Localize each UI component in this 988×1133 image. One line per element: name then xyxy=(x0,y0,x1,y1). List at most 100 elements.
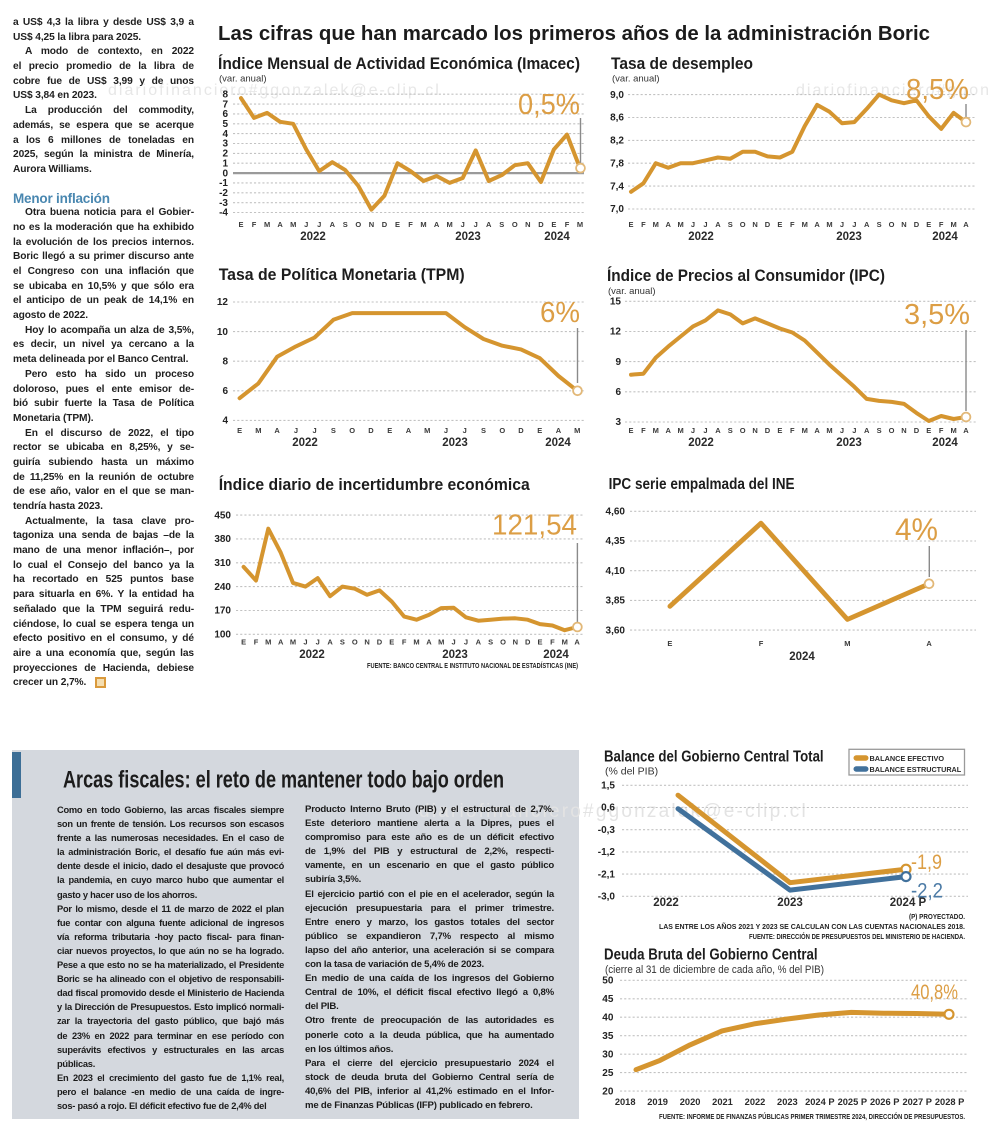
svg-text:O: O xyxy=(499,426,505,435)
svg-text:2022: 2022 xyxy=(292,437,318,449)
svg-text:A: A xyxy=(715,220,721,229)
svg-text:O: O xyxy=(352,638,358,647)
svg-text:7,8: 7,8 xyxy=(610,158,624,169)
svg-text:S: S xyxy=(488,638,493,647)
svg-text:N: N xyxy=(364,638,369,647)
svg-text:A: A xyxy=(486,220,492,229)
svg-text:IPC serie empalmada del INE: IPC serie empalmada del INE xyxy=(609,476,795,493)
svg-text:S: S xyxy=(340,638,345,647)
svg-text:4,60: 4,60 xyxy=(606,507,626,518)
svg-text:M: M xyxy=(424,426,430,435)
svg-text:J: J xyxy=(316,638,320,647)
svg-text:450: 450 xyxy=(214,510,231,521)
svg-text:50: 50 xyxy=(602,976,614,987)
svg-text:12: 12 xyxy=(610,327,622,338)
svg-text:3,85: 3,85 xyxy=(606,596,626,607)
svg-text:FUENTE: BANCO CENTRAL E INSTIT: FUENTE: BANCO CENTRAL E INSTITUTO NACION… xyxy=(367,661,578,670)
svg-text:2020: 2020 xyxy=(680,1097,701,1107)
svg-text:2023: 2023 xyxy=(777,1097,798,1107)
svg-text:121,54: 121,54 xyxy=(492,510,577,542)
svg-text:E: E xyxy=(389,638,394,647)
svg-text:4: 4 xyxy=(222,129,228,140)
svg-text:A: A xyxy=(476,638,482,647)
svg-text:A: A xyxy=(715,426,721,435)
svg-text:3: 3 xyxy=(615,417,621,428)
svg-text:M: M xyxy=(844,639,850,648)
svg-text:S: S xyxy=(877,426,882,435)
svg-text:4,35: 4,35 xyxy=(606,536,626,547)
svg-text:3: 3 xyxy=(222,139,228,150)
svg-text:S: S xyxy=(343,220,348,229)
svg-text:A: A xyxy=(278,638,284,647)
svg-text:M: M xyxy=(290,638,296,647)
svg-text:J: J xyxy=(474,220,478,229)
svg-text:6: 6 xyxy=(222,109,228,120)
svg-text:2024 P: 2024 P xyxy=(890,897,927,909)
svg-text:-2: -2 xyxy=(219,188,228,199)
svg-text:F: F xyxy=(550,638,555,647)
svg-text:(cierre al 31 de diciembre de: (cierre al 31 de diciembre de cada año, … xyxy=(605,964,824,976)
svg-text:-3: -3 xyxy=(219,198,228,209)
svg-text:2024: 2024 xyxy=(789,651,815,663)
svg-text:S: S xyxy=(481,426,486,435)
svg-text:J: J xyxy=(304,220,308,229)
svg-text:1: 1 xyxy=(222,158,228,169)
svg-text:F: F xyxy=(759,639,764,648)
svg-text:M: M xyxy=(577,220,583,229)
svg-text:240: 240 xyxy=(214,582,231,593)
svg-text:(% del PIB): (% del PIB) xyxy=(605,766,658,778)
svg-text:J: J xyxy=(463,426,467,435)
svg-text:2024: 2024 xyxy=(543,649,569,661)
svg-text:2023: 2023 xyxy=(777,897,803,909)
svg-text:-3,0: -3,0 xyxy=(598,892,616,903)
svg-text:7,4: 7,4 xyxy=(610,181,624,192)
svg-text:Índice Mensual de Actividad Ec: Índice Mensual de Actividad Económica (I… xyxy=(218,54,580,73)
svg-text:A: A xyxy=(926,639,932,648)
svg-text:2024: 2024 xyxy=(545,437,571,449)
svg-text:Índice de Precios al Consumido: Índice de Precios al Consumidor (IPC) xyxy=(607,266,885,285)
svg-text:(var. anual): (var. anual) xyxy=(219,74,267,85)
svg-text:N: N xyxy=(901,220,906,229)
svg-text:A: A xyxy=(574,638,580,647)
svg-text:F: F xyxy=(402,638,407,647)
svg-text:380: 380 xyxy=(214,534,231,545)
svg-text:M: M xyxy=(677,220,683,229)
svg-text:-0,3: -0,3 xyxy=(598,825,616,836)
svg-text:A: A xyxy=(274,426,280,435)
svg-text:2023: 2023 xyxy=(836,231,862,243)
svg-text:-1,2: -1,2 xyxy=(598,847,616,858)
svg-text:2018: 2018 xyxy=(615,1097,636,1107)
svg-text:J: J xyxy=(444,426,448,435)
svg-text:J: J xyxy=(452,638,456,647)
svg-text:S: S xyxy=(499,220,504,229)
svg-text:A: A xyxy=(665,426,671,435)
svg-text:A: A xyxy=(665,220,671,229)
svg-text:8,5%: 8,5% xyxy=(906,74,969,106)
svg-text:6%: 6% xyxy=(540,297,580,329)
svg-text:J: J xyxy=(852,220,856,229)
svg-text:E: E xyxy=(628,426,633,435)
svg-text:Deuda Bruta del Gobierno Centr: Deuda Bruta del Gobierno Central xyxy=(604,947,818,964)
svg-text:E: E xyxy=(537,638,542,647)
svg-text:M: M xyxy=(255,426,261,435)
svg-text:F: F xyxy=(641,426,646,435)
svg-text:J: J xyxy=(703,220,707,229)
svg-text:F: F xyxy=(252,220,257,229)
svg-text:5: 5 xyxy=(222,119,228,130)
svg-text:D: D xyxy=(914,426,920,435)
svg-text:2022: 2022 xyxy=(653,897,679,909)
svg-text:E: E xyxy=(777,426,782,435)
svg-text:E: E xyxy=(667,639,672,648)
svg-text:A: A xyxy=(556,426,562,435)
svg-text:Tasa de Política Monetaria (TP: Tasa de Política Monetaria (TPM) xyxy=(219,266,465,284)
svg-text:S: S xyxy=(728,426,733,435)
svg-text:M: M xyxy=(653,426,659,435)
svg-text:9,0: 9,0 xyxy=(610,90,624,101)
svg-text:FUENTE: INFORME DE FINANZAS PÚ: FUENTE: INFORME DE FINANZAS PÚBLICAS PRI… xyxy=(659,1112,965,1121)
svg-text:E: E xyxy=(395,220,400,229)
svg-text:Las cifras que han marcado los: Las cifras que han marcado los primeros … xyxy=(218,22,930,45)
svg-text:8,6: 8,6 xyxy=(610,113,624,124)
svg-text:2023: 2023 xyxy=(442,437,468,449)
svg-text:2022: 2022 xyxy=(299,649,325,661)
svg-text:M: M xyxy=(826,220,832,229)
